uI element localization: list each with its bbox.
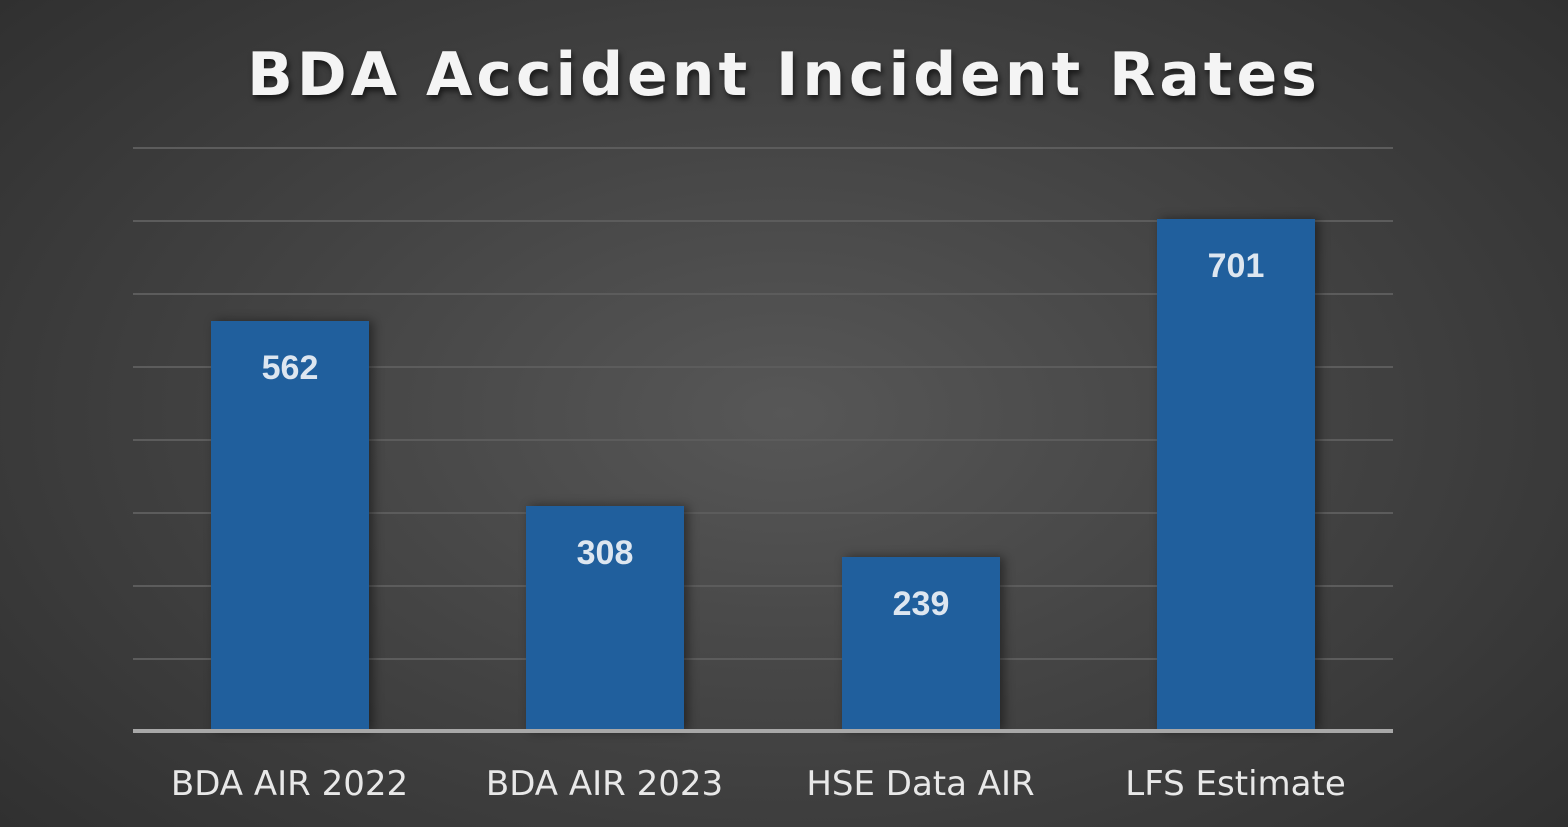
data-label: 562 <box>261 348 319 387</box>
gridline <box>133 293 1393 295</box>
x-tick-label: BDA AIR 2022 <box>170 764 409 804</box>
gridline <box>133 658 1393 660</box>
chart-title: BDA Accident Incident Rates <box>247 40 1321 110</box>
x-tick-label: LFS Estimate <box>1125 764 1346 804</box>
plot-area: 562 308 239 701 <box>133 147 1393 733</box>
gridline <box>133 585 1393 587</box>
gridline <box>133 512 1393 514</box>
gridline <box>133 147 1393 149</box>
gridline <box>133 439 1393 441</box>
bar-hse-data-air: 239 <box>842 556 1000 731</box>
gridline <box>133 366 1393 368</box>
data-label: 239 <box>892 584 950 623</box>
bar-lfs-estimate: 701 <box>1157 219 1315 731</box>
bar-bda-air-2022: 562 <box>211 320 369 731</box>
data-label: 308 <box>576 534 634 573</box>
x-tick-label: BDA AIR 2023 <box>485 764 724 804</box>
x-axis-line <box>133 729 1393 733</box>
gridline <box>133 220 1393 222</box>
bar-bda-air-2023: 308 <box>526 506 684 731</box>
x-tick-label: HSE Data AIR <box>806 764 1035 804</box>
data-label: 701 <box>1207 247 1265 286</box>
